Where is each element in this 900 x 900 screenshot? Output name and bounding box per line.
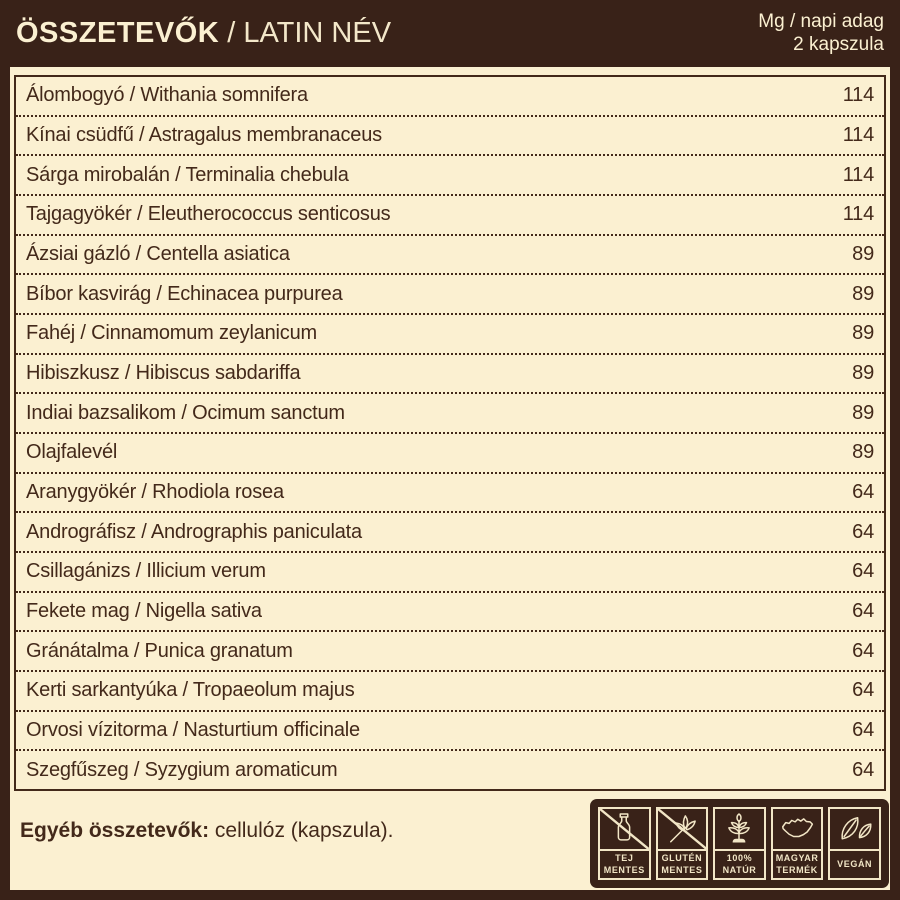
dosage-unit-info: Mg / napi adag 2 kapszula: [758, 11, 884, 57]
ingredient-amount: 114: [842, 163, 874, 186]
table-row: Csillagánizs / Illicium verum 64: [16, 553, 884, 593]
ingredient-amount: 89: [852, 243, 874, 266]
table-row: Fahéj / Cinnamomum zeylanicum 89: [16, 315, 884, 355]
unit-line-mg-per-dose: Mg / napi adag: [758, 10, 884, 32]
table-row: Szegfűszeg / Syzygium aromaticum 64: [16, 751, 884, 789]
ingredient-amount: 89: [852, 401, 874, 424]
ingredient-name: Álombogyó / Withania somnifera: [26, 84, 308, 107]
table-row: Fekete mag / Nigella sativa 64: [16, 593, 884, 633]
table-row: Ázsiai gázló / Centella asiatica 89: [16, 236, 884, 276]
ingredient-name: Szegfűszeg / Syzygium aromaticum: [26, 758, 338, 781]
table-row: Sárga mirobalán / Terminalia chebula 114: [16, 156, 884, 197]
ingredients-table: Álombogyó / Withania somnifera 114 Kínai …: [14, 75, 886, 791]
ingredient-amount: 114: [842, 203, 874, 226]
ingredient-name: Fekete mag / Nigella sativa: [26, 600, 262, 623]
page-title: ÖSSZETEVŐK / LATIN NÉV: [16, 17, 391, 50]
other-ingredients-value: cellulóz (kapszula).: [209, 819, 394, 842]
leaves-icon: [830, 809, 879, 851]
header: ÖSSZETEVŐK / LATIN NÉV Mg / napi adag 2 …: [0, 0, 900, 67]
table-row: Andrográfisz / Andrographis paniculata 64: [16, 513, 884, 554]
ingredient-name: Andrográfisz / Andrographis paniculata: [26, 520, 362, 543]
badge-hungarian-product: MAGYAR TERMÉK: [770, 807, 824, 880]
ingredient-name: Csillagánizs / Illicium verum: [26, 560, 266, 583]
ingredient-name: Kínai csüdfű / Astragalus membranaceus: [26, 124, 382, 146]
badge-vegan: VEGÁN: [828, 807, 881, 880]
ingredient-name: Gránátalma / Punica granatum: [26, 639, 293, 662]
other-ingredients: Egyéb összetevők: cellulóz (kapszula).: [20, 819, 393, 843]
ingredient-amount: 64: [852, 758, 874, 781]
ingredient-name: Kerti sarkantyúka / Tropaeolum majus: [26, 679, 355, 702]
ingredient-amount: 64: [852, 481, 874, 504]
ingredient-amount: 64: [852, 679, 874, 702]
badge-label: GLUTÉN MENTES: [661, 852, 703, 875]
badge-gluten-free: GLUTÉN MENTES: [655, 807, 709, 880]
ingredient-amount: 64: [852, 639, 874, 662]
other-ingredients-label: Egyéb összetevők:: [20, 819, 210, 842]
ingredient-name: Hibiszkusz / Hibiscus sabdariffa: [26, 362, 301, 385]
no-gluten-icon: [657, 809, 707, 851]
ingredient-name: Olajfalevél: [26, 441, 118, 464]
ingredient-amount: 64: [852, 520, 874, 543]
table-row: Hibiszkusz / Hibiscus sabdariffa 89: [16, 355, 884, 395]
ingredient-amount: 89: [852, 322, 874, 345]
ingredient-name: Ázsiai gázló / Centella asiatica: [26, 243, 290, 266]
table-row: Aranygyökér / Rhodiola rosea 64: [16, 474, 884, 514]
ingredient-name: Orvosi vízitorma / Nasturtium officinale: [26, 719, 360, 742]
unit-line-capsules: 2 kapszula: [793, 33, 884, 55]
ingredient-name: Sárga mirobalán / Terminalia chebula: [26, 163, 349, 186]
badge-natural: 100% NATÚR: [713, 807, 766, 880]
badge-label: TEJ MENTES: [603, 852, 645, 875]
badge-label: 100% NATÚR: [722, 852, 757, 875]
table-row: Kínai csüdfű / Astragalus membranaceus 11…: [16, 117, 884, 157]
table-row: Álombogyó / Withania somnifera 114: [16, 77, 884, 117]
ingredient-name: Aranygyökér / Rhodiola rosea: [26, 481, 284, 504]
title-latin-name: / LATIN NÉV: [227, 17, 392, 49]
ingredient-amount: 64: [852, 719, 874, 742]
ingredient-amount: 89: [852, 282, 874, 305]
badge-milk-free: TEJ MENTES: [598, 807, 651, 880]
no-milk-icon: [600, 809, 649, 851]
table-row: Olajfalevél 89: [16, 434, 884, 474]
ingredient-amount: 89: [852, 362, 874, 385]
ingredient-amount: 64: [852, 600, 874, 623]
table-row: Indiai bazsalikom / Ocimum sanctum 89: [16, 394, 884, 435]
ingredient-name: Bíbor kasvirág / Echinacea purpurea: [26, 282, 343, 305]
ingredient-name: Indiai bazsalikom / Ocimum sanctum: [26, 401, 345, 424]
content-panel: Álombogyó / Withania somnifera 114 Kínai …: [10, 67, 890, 890]
badges-box: TEJ MENTES GLUTÉN MENTES: [590, 799, 889, 888]
table-row: Orvosi vízitorma / Nasturtium officinale…: [16, 712, 884, 752]
ingredient-amount: 64: [852, 560, 874, 583]
ingredient-name: Fahéj / Cinnamomum zeylanicum: [26, 322, 317, 345]
ingredient-amount: 114: [842, 84, 874, 107]
table-row: Kerti sarkantyúka / Tropaeolum majus 64: [16, 672, 884, 712]
sprout-icon: [715, 809, 764, 851]
title-ingredients: ÖSSZETEVŐK: [16, 17, 220, 49]
badge-label: MAGYAR TERMÉK: [775, 852, 819, 875]
ingredient-amount: 89: [852, 441, 874, 464]
badge-label: VEGÁN: [837, 858, 873, 869]
ingredient-name: Tajgagyökér / Eleutherococcus senticosus: [26, 203, 391, 226]
ingredient-amount: 114: [842, 124, 874, 146]
table-row: Bíbor kasvirág / Echinacea purpurea 89: [16, 275, 884, 316]
table-row: Tajgagyökér / Eleutherococcus senticosus…: [16, 196, 884, 236]
hungary-map-icon: [772, 809, 822, 851]
table-row: Gránátalma / Punica granatum 64: [16, 632, 884, 673]
